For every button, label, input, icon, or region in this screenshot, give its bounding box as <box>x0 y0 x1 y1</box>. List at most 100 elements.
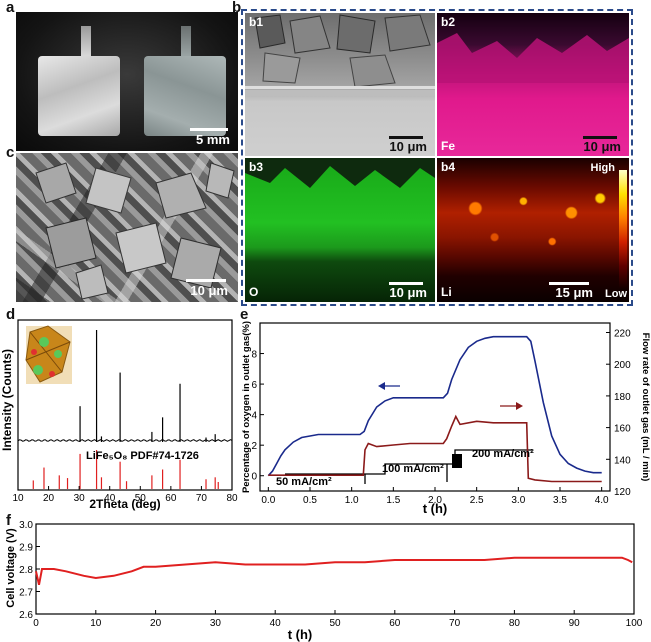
d-xtick-4: 50 <box>135 493 147 504</box>
f-xtick-7: 70 <box>449 618 461 629</box>
f-xtick-3: 30 <box>210 618 222 629</box>
d-crystal-inset <box>25 325 72 384</box>
f-xtick-5: 50 <box>329 618 341 629</box>
b2-shapes <box>437 33 629 83</box>
f-xlabel: t (h) <box>288 627 313 642</box>
e-xtick-8: 4.0 <box>595 495 609 506</box>
b4-colorbar <box>619 170 627 290</box>
panel-b3-element: O <box>249 285 259 299</box>
e-flow-line <box>268 414 602 483</box>
d-ylabel: Intensity (Counts) <box>0 349 14 451</box>
e-rtick-0: 120 <box>614 487 631 498</box>
f-xtick-9: 90 <box>569 618 581 629</box>
e-ltick-4: 8 <box>251 350 257 361</box>
d-frame <box>17 319 233 491</box>
panel-c-sem: 10 μm <box>16 153 238 302</box>
f-xtick-10: 100 <box>626 618 643 629</box>
e-rtick-3: 180 <box>614 392 631 403</box>
panel-b1-scale: 10 μm <box>389 139 427 154</box>
panel-b-label: b <box>232 0 242 16</box>
f-xtick-4: 40 <box>270 618 282 629</box>
e-ltick-0: 0 <box>251 472 257 483</box>
panel-d-label: d <box>6 306 16 323</box>
b1-grains <box>254 14 431 88</box>
e-annot-200: 200 mA/cm² <box>472 448 534 460</box>
e-xtick-6: 3.0 <box>511 495 525 506</box>
e-ltick-1: 2 <box>251 441 257 452</box>
f-voltage-line <box>35 556 633 586</box>
f-xtick-2: 20 <box>150 618 162 629</box>
d-xtick-2: 30 <box>74 493 86 504</box>
e-xtick-4: 2.0 <box>428 495 442 506</box>
panel-b4-map: b4 High Low Li 15 μm <box>437 158 629 302</box>
e-rtick-4: 200 <box>614 360 631 371</box>
f-xtick-8: 80 <box>509 618 521 629</box>
e-current-steps <box>285 449 532 484</box>
panel-f-chart: 2.6 2.7 2.8 2.9 3.0 0 10 20 30 40 50 60 70 80 90 100 C… <box>5 520 643 642</box>
panel-b2-scalebar <box>583 136 617 139</box>
panel-b3-map: b3 O 10 μm <box>245 158 435 302</box>
panel-b-frame <box>241 9 633 306</box>
e-xtick-2: 1.0 <box>345 495 359 506</box>
panel-b2-map: b2 Fe 10 μm <box>437 13 629 156</box>
f-frame <box>35 523 635 615</box>
d-xlabel: 2Theta (deg) <box>89 497 160 511</box>
panel-c-scalebar <box>186 279 226 282</box>
f-ytick-3: 2.9 <box>19 543 33 554</box>
f-ytick-4: 3.0 <box>19 520 33 531</box>
e-rtick-5: 220 <box>614 329 631 340</box>
e-arrows <box>378 382 523 410</box>
d-xtick-3: 40 <box>104 493 116 504</box>
e-ltick-2: 4 <box>251 411 257 422</box>
panel-b3-scale: 10 μm <box>389 285 427 300</box>
e-ylabel-left: Percentage of oxygen in outlet gas(%) <box>241 321 252 493</box>
panel-b4-label: b4 <box>441 160 456 174</box>
d-xtick-1: 20 <box>43 493 55 504</box>
e-ylabel-right: Flow rate of outlet gas (mL / min) <box>640 333 651 482</box>
e-xtick-5: 2.5 <box>470 495 484 506</box>
panel-b1-scalebar <box>389 136 423 139</box>
f-ytick-1: 2.7 <box>19 588 33 599</box>
f-ytick-2: 2.8 <box>19 565 33 576</box>
panel-a-scalebar <box>190 128 228 131</box>
e-rtick-2: 160 <box>614 424 631 435</box>
b4-low-label: Low <box>605 288 627 300</box>
panel-c-label: c <box>6 144 15 161</box>
e-xtick-3: 1.5 <box>386 495 400 506</box>
panel-e-chart: 0 2 4 6 8 120 140 160 180 200 220 0.0 0.5 1.0 1.5 2.0… <box>241 321 651 516</box>
panel-b3-scalebar <box>389 282 423 285</box>
e-rtick-1: 140 <box>614 455 631 466</box>
panel-a-label: a <box>6 0 15 16</box>
panel-b4-scalebar <box>549 282 589 285</box>
panel-a-scale: 5 mm <box>196 132 230 147</box>
e-oxygen-line <box>267 335 602 477</box>
f-xtick-6: 60 <box>389 618 401 629</box>
d-baseline <box>17 439 233 442</box>
d-xtick-6: 70 <box>196 493 208 504</box>
b4-high-label: High <box>590 162 615 174</box>
e-xtick-7: 3.5 <box>553 495 567 506</box>
panel-d-chart: 10 20 30 40 50 60 70 80 LiFe₅O₈ PDF#74-1726 Int… <box>0 319 238 511</box>
panel-c-scale: 10 μm <box>190 283 228 298</box>
panel-c-crystals <box>35 162 235 300</box>
f-ylabel: Cell voltage (V) <box>5 528 17 608</box>
panel-a-photo: 5 mm <box>16 12 238 151</box>
panel-e-label: e <box>240 306 249 323</box>
e-xtick-1: 0.5 <box>303 495 317 506</box>
b3-shapes <box>245 158 435 188</box>
d-xtick-7: 80 <box>226 493 238 504</box>
e-xtick-0: 0.0 <box>261 495 275 506</box>
panel-b2-label: b2 <box>441 15 456 29</box>
f-xtick-1: 10 <box>90 618 102 629</box>
e-annot-100: 100 mA/cm² <box>382 463 444 475</box>
panel-b2-scale: 10 μm <box>583 139 621 154</box>
d-reference-label: LiFe₅O₈ PDF#74-1726 <box>86 450 199 462</box>
panel-f-label: f <box>6 512 11 529</box>
panel-b2-element: Fe <box>441 139 456 153</box>
d-xtick-0: 10 <box>12 493 24 504</box>
e-annot-50: 50 mA/cm² <box>276 476 332 488</box>
f-ytick-0: 2.6 <box>19 610 33 621</box>
panel-b3-label: b3 <box>249 160 264 174</box>
panel-b1-label: b1 <box>249 15 264 29</box>
panel-b1-sem: b1 10 μm <box>245 13 435 156</box>
